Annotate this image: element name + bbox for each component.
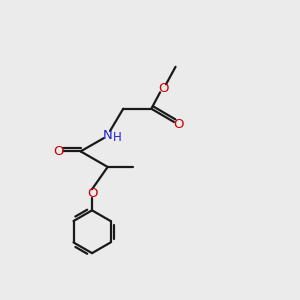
Text: N: N [103, 129, 112, 142]
Text: O: O [158, 82, 168, 95]
Text: O: O [53, 145, 63, 158]
Text: O: O [173, 118, 184, 131]
Text: O: O [87, 188, 97, 200]
Text: H: H [113, 131, 122, 144]
